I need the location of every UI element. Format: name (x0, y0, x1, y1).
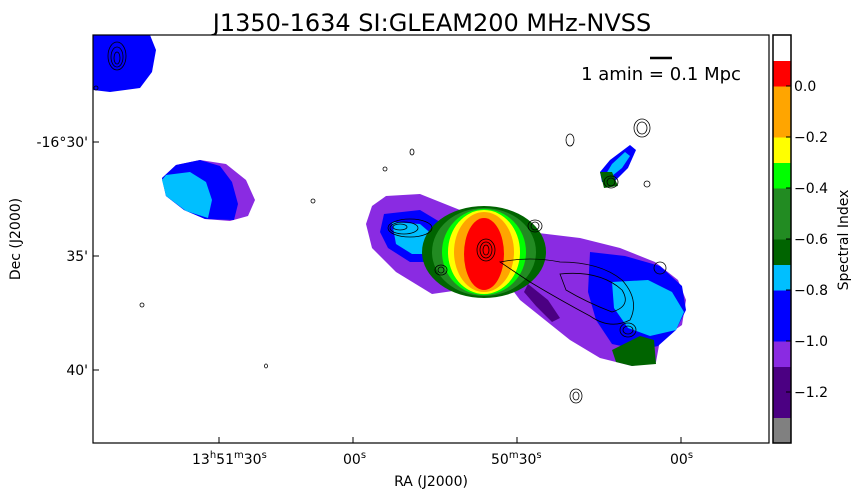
colorbar-tick-label: 0.0 (794, 79, 816, 95)
contour (527, 219, 543, 233)
contour (569, 388, 583, 404)
contour (619, 322, 637, 338)
contour (572, 391, 580, 401)
radio-contours (93, 85, 667, 404)
colorbar-bin (773, 239, 791, 265)
contour (606, 177, 616, 187)
contour (310, 198, 316, 204)
colorbar-tick-label: −0.4 (794, 181, 828, 197)
colorbar-label: Spectral Index (836, 190, 852, 291)
contour (643, 180, 651, 188)
region-corner-source (93, 35, 156, 92)
contour (498, 258, 634, 325)
colorbar-bin (773, 213, 791, 240)
colorbar-bin (773, 188, 791, 214)
contour (482, 244, 490, 256)
spectral-index-map (93, 35, 686, 404)
contour (409, 148, 415, 156)
contour (113, 51, 121, 65)
x-tick-label-0: 13h51m30s (192, 450, 267, 468)
colorbar-bin (773, 162, 791, 189)
contour (653, 261, 667, 275)
colorbar-tick-label: −0.8 (794, 283, 828, 299)
scale-label: 1 amin = 0.1 Mpc (581, 64, 741, 85)
colorbar-bin (773, 417, 791, 444)
x-tick-label-1: 00s (343, 450, 366, 468)
tail-indigo (524, 284, 560, 322)
contour (622, 325, 634, 335)
contour (603, 175, 619, 189)
contour (437, 266, 445, 274)
colorbar-tick-label: −0.2 (794, 130, 828, 146)
colorbar-bin (773, 137, 791, 163)
colorbar-tick-label: −1.2 (794, 385, 828, 401)
x-axis: 13h51m30s 00s 50m30s 00s RA (J2000) (192, 437, 693, 490)
colorbar-bins (773, 35, 791, 444)
colorbar-bin (773, 392, 791, 418)
colorbar: 0.0 −0.2 −0.4 −0.6 −0.8 −1.0 −1.2 Spectral Ind… (772, 34, 852, 444)
x-axis-label: RA (J2000) (394, 474, 468, 490)
colorbar-tick-label: −0.6 (794, 232, 828, 248)
colorbar-bin (773, 341, 791, 367)
contour (389, 221, 419, 235)
contour (392, 223, 408, 231)
contour (382, 166, 388, 172)
contour (264, 363, 268, 369)
y-axis-label: Dec (J2000) (8, 198, 24, 280)
tail-green (612, 336, 656, 366)
colorbar-bin (773, 315, 791, 342)
y-tick-label-2: 40' (66, 363, 88, 379)
contour (565, 133, 575, 147)
contour (479, 241, 493, 259)
colorbar-ticks: 0.0 −0.2 −0.4 −0.6 −0.8 −1.0 −1.2 (786, 79, 828, 401)
colorbar-bin (773, 111, 791, 138)
contour (559, 273, 626, 313)
x-tick-label-2: 50m30s (491, 450, 542, 468)
west-lobe-cyan (162, 172, 212, 218)
colorbar-bin (773, 290, 791, 316)
region-west-lobe (162, 160, 255, 221)
contour (107, 41, 127, 71)
contour (633, 118, 651, 138)
contour (530, 221, 540, 231)
y-tick-label-1: 35' (66, 249, 88, 265)
contour (139, 302, 145, 308)
region-tail (505, 232, 686, 366)
contour (93, 85, 99, 91)
contour (110, 46, 124, 68)
tail-cyan (612, 280, 684, 336)
colorbar-bin (773, 366, 791, 393)
contour (476, 238, 496, 262)
y-tick-label-0: -16°30' (36, 135, 88, 151)
colorbar-tick-label: −1.0 (794, 334, 828, 350)
contour (434, 264, 448, 276)
colorbar-bin (773, 264, 791, 291)
colorbar-bin (773, 60, 791, 87)
colorbar-bin (773, 86, 791, 112)
plot-area: 1 amin = 0.1 Mpc (92, 34, 770, 444)
contour (387, 218, 433, 238)
plot-frame (92, 34, 770, 444)
y-axis: -16°30' 35' 40' Dec (J2000) (8, 135, 99, 379)
ne-source-cyan (606, 152, 630, 176)
x-tick-label-3: 00s (670, 450, 693, 468)
colorbar-bin (773, 35, 791, 61)
chart-title: J1350-1634 SI:GLEAM200 MHz-NVSS (211, 9, 651, 37)
contour (636, 121, 648, 135)
